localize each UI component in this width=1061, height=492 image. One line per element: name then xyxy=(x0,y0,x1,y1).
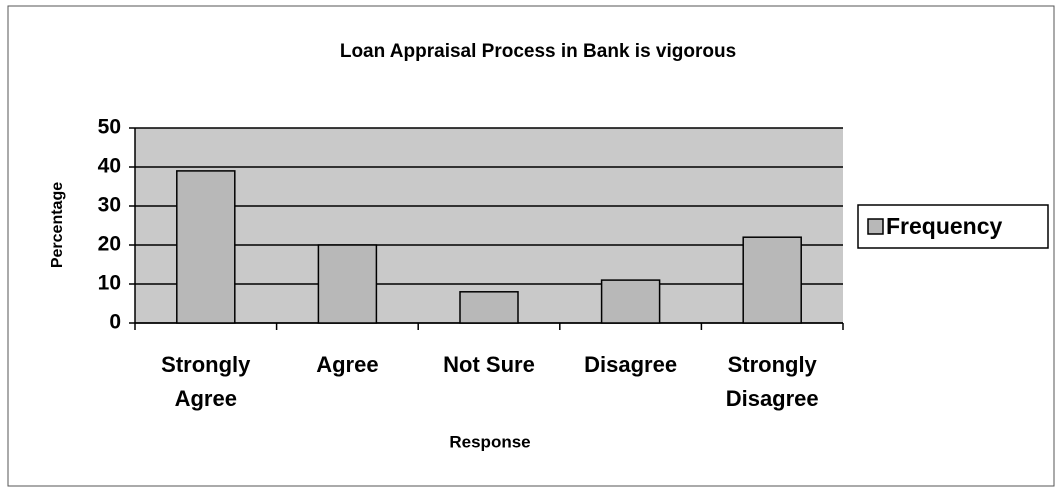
bar xyxy=(317,244,378,324)
x-tick-label: Disagree xyxy=(584,352,678,377)
y-tick-label: 40 xyxy=(98,155,121,178)
x-axis-title: Response xyxy=(449,432,530,451)
bar xyxy=(742,236,802,324)
y-tick-label: 30 xyxy=(98,194,121,217)
y-tick-label: 20 xyxy=(98,233,121,256)
x-tick-label: Strongly Agree xyxy=(161,352,251,411)
legend-swatch xyxy=(867,218,884,235)
x-tick-label: Strongly Disagree xyxy=(725,352,819,411)
y-tick-label: 50 xyxy=(98,116,121,139)
y-tick-label: 10 xyxy=(98,272,121,295)
legend-label: Frequency xyxy=(886,213,1003,239)
bar xyxy=(459,291,519,324)
bar xyxy=(600,279,661,324)
x-tick-label: Not Sure xyxy=(443,352,535,377)
chart-title: Loan Appraisal Process in Bank is vigoro… xyxy=(340,41,736,62)
y-axis-title: Percentage xyxy=(49,182,66,268)
bar xyxy=(176,170,236,324)
plot-area xyxy=(135,128,843,323)
x-tick-label: Agree xyxy=(316,352,379,377)
y-tick-label: 0 xyxy=(109,311,121,334)
legend-box xyxy=(857,204,1049,249)
